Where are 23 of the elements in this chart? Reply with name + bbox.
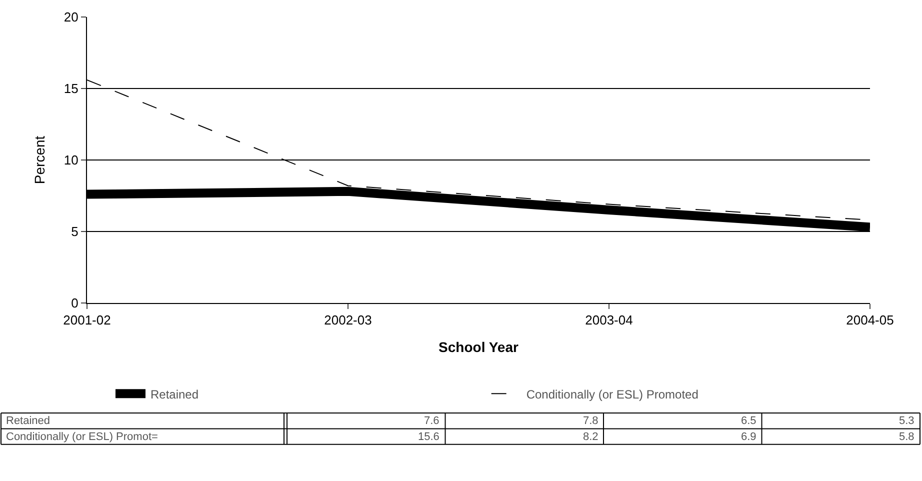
text: 7.8 xyxy=(583,415,598,427)
legend-label: Retained xyxy=(150,387,199,402)
text: 8.2 xyxy=(583,431,598,443)
y-tick-label: 20 xyxy=(64,10,78,25)
y-tick-label: 5 xyxy=(71,224,78,239)
text: 6.5 xyxy=(741,415,756,427)
x-tick-label: 2001-02 xyxy=(63,312,111,328)
text: 6.9 xyxy=(741,431,756,443)
text: 7.6 xyxy=(424,415,440,427)
legend-label: Conditionally (or ESL) Promoted xyxy=(526,387,698,402)
text: Retained xyxy=(6,415,50,427)
text: Conditionally (or ESL) Promot= xyxy=(6,431,158,443)
text: 5.8 xyxy=(899,431,914,443)
y-tick-label: 0 xyxy=(71,295,78,310)
text: 5.3 xyxy=(899,415,914,427)
x-tick-label: 2004-05 xyxy=(846,312,894,328)
y-tick-label: 15 xyxy=(64,81,78,96)
x-tick-label: 2003-04 xyxy=(585,312,633,328)
x-tick-label: 2002-03 xyxy=(324,312,372,328)
text: 15.6 xyxy=(418,431,440,443)
y-tick-label: 10 xyxy=(64,152,78,168)
y-axis-title: Percent xyxy=(32,136,48,184)
x-axis-title: School Year xyxy=(438,338,519,355)
